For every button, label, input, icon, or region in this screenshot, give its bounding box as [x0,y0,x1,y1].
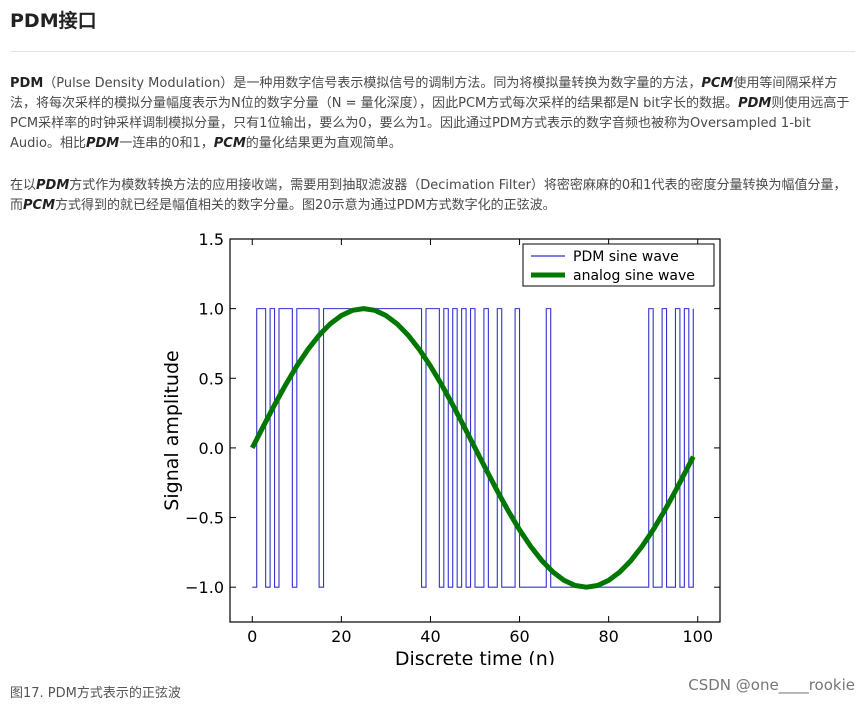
y-tick-label: 1.0 [199,300,224,319]
text-span: 则使用远高于PCM采样率的时钟采样调制模拟分量，只有1位输出，要么为0，要么为1… [10,96,850,151]
paragraph-decimation: 在以PDM方式作为模数转换方法的应用接收端，需要用到抽取滤波器（Decimati… [10,176,855,216]
term-pdm: PDM [738,96,772,111]
legend-analog-label: analog sine wave [573,268,695,284]
x-axis-label: Discrete time (n) [395,648,555,665]
legend-box [522,243,715,287]
x-tick-label: 0 [247,627,257,646]
x-tick-label: 40 [420,627,440,646]
text-span: 的量化结果更为直观简单。 [245,136,402,151]
term-pcm: PCM [701,76,734,91]
x-tick-label: 80 [598,627,618,646]
text-span: 使用等间隔采样方法，将每次采样的模拟分量幅度表示为N位的数字分量（N = 量化深… [10,76,838,111]
y-tick-label: 1.5 [199,230,224,249]
y-tick-label: 0.5 [199,369,224,388]
paragraph-pdm-intro: PDM（Pulse Density Modulation）是一种用数字信号表示模… [10,74,855,154]
term-pcm: PCM [213,136,246,151]
y-axis-label: Signal amplitude [161,350,183,510]
text-span: 一连串的0和1， [119,136,214,151]
pdm-sine-chart: 0 20 40 60 80 100 −1.0 −0.5 0.0 0.5 1.0 1.5 Discrete… [161,230,721,670]
y-tick-label: −0.5 [185,509,224,528]
term-pdm: PDM [85,136,120,151]
x-tick-label: 60 [509,627,529,646]
text-span: 方式得到的就已经是幅值相关的数字分量。图20示意为通过PDM方式数字化的正弦波。 [55,198,556,213]
x-tick-label: 100 [682,627,713,646]
csdn-watermark: CSDN @one____rookie [688,676,855,694]
text-span: （Pulse Density Modulation）是一种用数字信号表示模拟信号… [43,76,702,91]
term-pdm: PDM [36,178,70,193]
text-span: 方式作为模数转换方法的应用接收端，需要用到抽取滤波器（Decimation Fi… [10,178,847,213]
figure-caption: 图17. PDM方式表示的正弦波 [10,686,181,701]
legend-pdm-label: PDM sine wave [573,249,679,265]
section-heading: PDM接口 [10,10,97,32]
heading-divider [10,51,855,52]
term-pcm: PCM [23,198,56,213]
y-tick-label: −1.0 [185,578,224,597]
y-tick-label: 0.0 [199,439,224,458]
analog-series-line [250,306,696,590]
text-span: 在以 [10,178,37,193]
pdm-sine-figure: 0 20 40 60 80 100 −1.0 −0.5 0.0 0.5 1.0 1.5 Discrete… [150,225,740,670]
article: PDM接口 PDM（Pulse Density Modulation）是一种用数… [10,0,855,705]
pdm-series-line [252,308,694,588]
term-pdm: PDM [10,76,44,91]
x-tick-label: 20 [331,627,351,646]
